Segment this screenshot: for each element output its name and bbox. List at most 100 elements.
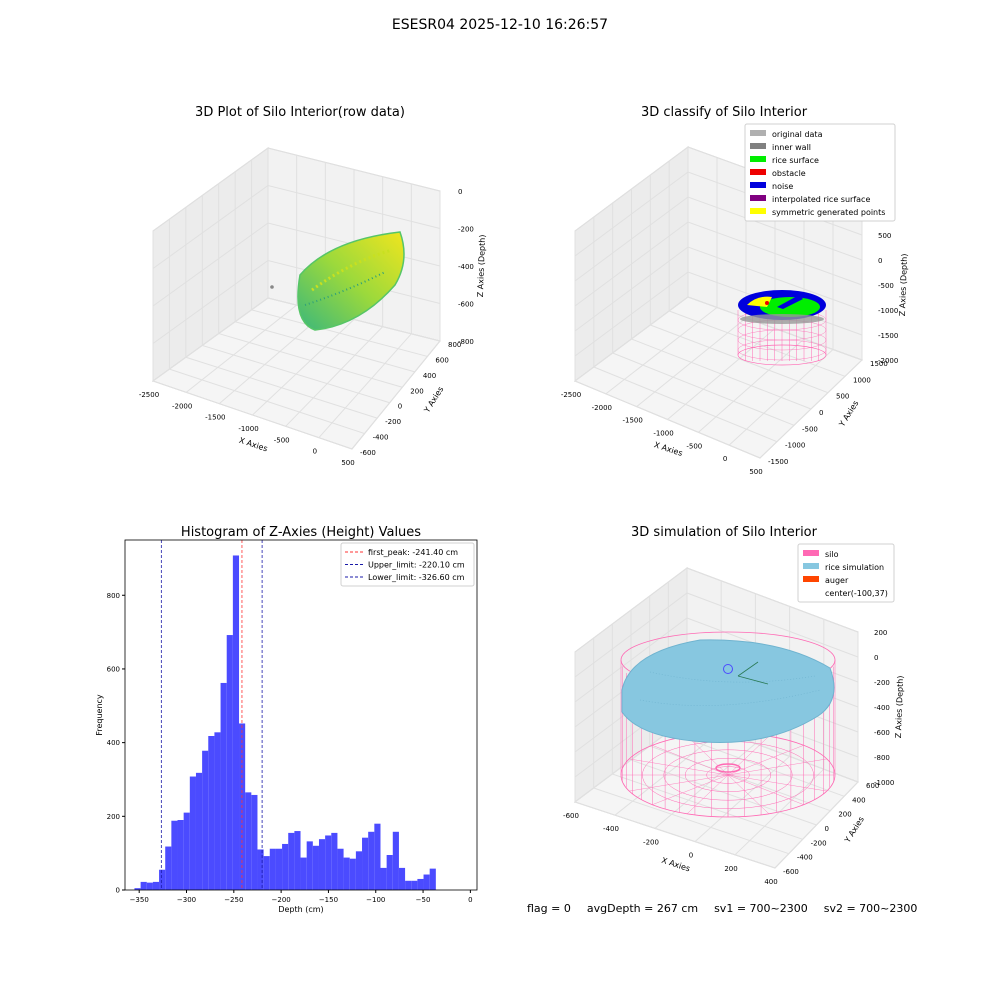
hist-bar [263,856,270,890]
hist-bar [159,869,166,890]
hist-bar [251,794,258,890]
legend-label: obstacle [772,169,806,178]
silo-floor-spoke [727,758,827,776]
grid-z [574,221,863,307]
grid-z [574,567,859,653]
inner-wall-points [740,314,824,324]
z-tick-label: -1000 [874,779,894,787]
hist-bar [331,832,338,890]
z-tick-label: 0 [874,654,878,662]
panel-title: 3D simulation of Silo Interior [631,525,818,540]
legend-simulation [797,543,895,603]
point-cloud-inner [304,271,386,306]
silo-ring [737,329,827,351]
x-tick-label: -2500 [561,391,581,399]
hist-bar [275,848,283,890]
grid-x [285,326,384,427]
z-tick-label: -600 [874,729,890,737]
z-tick-label: -800 [874,754,890,762]
z-tick-label: -800 [458,338,474,346]
x-tick-label: -500 [274,436,290,444]
hist-bar [398,867,406,890]
hist-bar [337,848,344,890]
legend-swatch [803,563,819,569]
grid-z [574,246,863,332]
z-tick-label: -1500 [878,332,898,340]
y-tick-label: 400 [852,796,865,804]
grid-y [218,333,403,388]
x-tick-label: -1500 [622,417,642,425]
hist-bar [134,888,141,890]
sv2-text: sv2 = 700~2300 [823,902,918,915]
y-tick-label: 0 [825,825,829,833]
z-axis-label: Z Axies (Depth) [894,675,905,738]
x-tick-label: 500 [341,459,354,467]
outlier-point [270,285,274,289]
legend-swatch [750,195,766,201]
hist-bar [220,682,227,890]
z-axis-label: Z Axies (Depth) [898,253,909,316]
y-tick-label: 200 [410,387,423,395]
grid-y [668,731,845,797]
hist-bar [374,823,381,890]
hist-bar [152,881,160,890]
hist-bar [177,820,184,890]
y-tick-label: 200 [838,811,851,819]
z-tick-label: -400 [458,263,474,271]
y-tick-label: -500 [802,425,818,433]
x-tick-label: −50 [416,896,431,904]
hist-bar [423,874,430,890]
z-tick-label: -200 [874,679,890,687]
y-axis-label: Frequency [95,694,104,736]
x-tick-label: 0 [689,852,693,860]
legend-swatch [803,576,819,582]
panel-raw-3d: 3D Plot of Silo Interior(row data) -2500 -… [139,105,487,467]
legend-swatch [803,550,819,556]
y-axis-label: Y Axies [422,385,446,415]
grid-y [612,773,803,840]
axis-indicator [737,661,759,677]
y-tick-label: 200 [107,813,120,821]
legend-label: symmetric generated points [772,208,885,217]
hist-bar [214,732,221,890]
grid-y [169,368,365,435]
obstacle-point [765,301,769,305]
grid-y [574,801,776,869]
legend-swatch [750,182,766,188]
x-tick-label: −200 [272,896,291,904]
legend-label: interpolated rice surface [772,195,870,204]
point-cloud [297,231,405,331]
panel-simulation-3d: 3D simulation of Silo Interior -600 -400 -2… [563,525,905,886]
y-tick-label: 0 [819,409,823,417]
y-tick-label: 500 [836,393,849,401]
panel-title: 3D classify of Silo Interior [641,105,808,120]
panel-histogram: Histogram of Z-Axies (Height) Values −350… [95,525,478,914]
rice-surface-points [760,297,820,317]
z-tick-label: -400 [874,704,890,712]
x-tick-label: -2000 [592,404,612,412]
grid-z [574,196,863,282]
grid-y [235,321,415,373]
legend-label: inner wall [772,143,811,152]
y-tick-label: 800 [448,341,461,349]
hist-bar [146,882,153,890]
silo-center-mark [715,763,741,773]
z-tick-label: 0 [878,257,882,265]
axis-indicator [737,675,769,685]
legend-label: first_peak: -241.40 cm [368,548,458,557]
x-tick-label: 400 [764,878,777,886]
hist-bar [362,837,369,890]
hist-bar [405,880,412,890]
figure-title: ESESR04 2025-12-10 16:26:57 [391,17,609,33]
z-tick-label: -1000 [878,307,898,315]
z-tick-label: 500 [878,232,891,240]
x-tick-label: 0 [723,455,727,463]
silo-ring [737,339,827,361]
legend-swatch [750,130,766,136]
silo-floor-spoke [686,736,729,776]
noise-streak [777,295,803,309]
legend-label: rice simulation [825,563,884,572]
grid-y [650,324,829,394]
z-tick-label: -500 [878,282,894,290]
